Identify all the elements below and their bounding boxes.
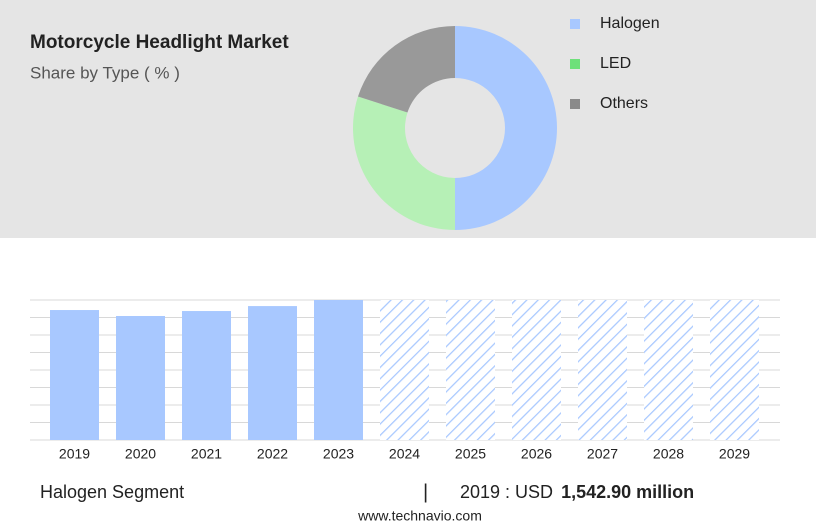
x-tick-label: 2021: [191, 446, 222, 462]
highlight-value: 1,542.90 million: [561, 482, 694, 502]
legend-label: Halogen: [600, 15, 660, 32]
bar: [116, 316, 165, 440]
forecast-bar: [512, 300, 561, 440]
x-tick-label: 2029: [719, 446, 750, 462]
donut-slice: [353, 96, 455, 230]
legend-label: Others: [600, 95, 648, 112]
legend-marker: [570, 99, 580, 109]
legend-marker: [570, 19, 580, 29]
segment-label: Halogen Segment: [40, 482, 184, 502]
donut-slice: [357, 26, 455, 113]
legend-marker: [570, 59, 580, 69]
bar: [182, 311, 231, 440]
x-tick-label: 2024: [389, 446, 420, 462]
separator: |: [423, 481, 428, 503]
chart-title: Motorcycle Headlight Market: [30, 32, 289, 53]
forecast-bar: [578, 300, 627, 440]
x-tick-label: 2027: [587, 446, 618, 462]
highlight: 2019 : USD 1,542.90 million: [460, 482, 694, 502]
x-tick-label: 2028: [653, 446, 684, 462]
donut-slice: [455, 26, 557, 230]
bar: [50, 310, 99, 440]
forecast-bar: [644, 300, 693, 440]
bar: [248, 306, 297, 440]
source: www.technavio.com: [357, 508, 482, 524]
chart-subtitle: Share by Type ( % ): [30, 63, 180, 82]
legend-label: LED: [600, 55, 631, 72]
x-tick-label: 2022: [257, 446, 288, 462]
x-tick-label: 2023: [323, 446, 354, 462]
x-tick-label: 2026: [521, 446, 552, 462]
forecast-bar: [710, 300, 759, 440]
highlight-prefix: 2019 : USD: [460, 482, 553, 502]
forecast-bar: [380, 300, 429, 440]
forecast-bar: [446, 300, 495, 440]
x-tick-label: 2025: [455, 446, 486, 462]
x-tick-label: 2019: [59, 446, 90, 462]
bar: [314, 300, 363, 440]
x-tick-label: 2020: [125, 446, 156, 462]
